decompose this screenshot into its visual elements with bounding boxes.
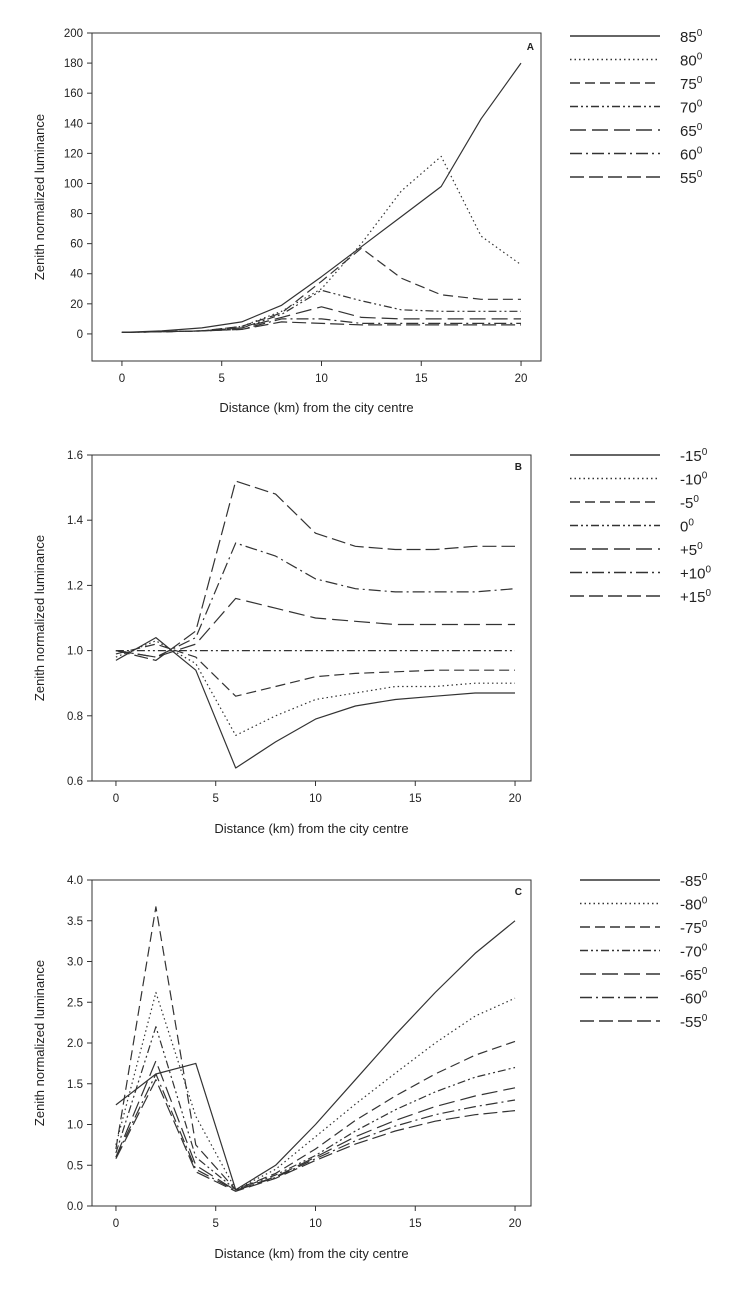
panel-c-chart: 0.0 0.5 1.0 1.5 2.0 2.5 3.0 3.5 4.0 0 5 10 15 20 Dista… (32, 872, 708, 1261)
y-tick-label: 3.0 (67, 957, 83, 969)
x-tick-label: 10 (315, 373, 328, 385)
legend-label: -650 (680, 966, 708, 984)
y-tick-label: 4.0 (67, 875, 83, 887)
y-tick-label: 1.6 (67, 450, 83, 462)
x-axis-label: Distance (km) from the city centre (219, 400, 413, 415)
series-line (115, 991, 516, 1191)
y-tick-label: 200 (64, 28, 83, 40)
y-tick-label: 100 (64, 178, 83, 190)
legend-label: 00 (680, 518, 694, 536)
series-line (121, 318, 521, 333)
x-tick-label: 20 (515, 373, 528, 385)
panel-letter: C (515, 887, 522, 898)
legend-label: +150 (680, 588, 711, 606)
y-tick-label: 60 (70, 239, 83, 251)
y-tick-label: 1.0 (67, 1120, 83, 1132)
legend-label: 700 (680, 99, 703, 117)
series-line (115, 1060, 516, 1192)
y-tick-label: 0 (77, 329, 83, 341)
series-line (115, 597, 515, 658)
y-tick-label: 1.2 (67, 580, 83, 592)
plot-frame (91, 32, 542, 362)
series-line (121, 306, 521, 333)
panel-letter: B (515, 462, 522, 473)
x-tick-label: 5 (219, 373, 225, 385)
x-tick-label: 15 (409, 793, 422, 805)
y-tick-label: 2.5 (67, 997, 83, 1009)
legend-label: -50 (680, 494, 699, 512)
x-tick-label: 0 (119, 373, 125, 385)
x-tick-label: 20 (509, 1218, 522, 1230)
series-line (115, 1079, 516, 1192)
y-axis-label: Zenith normalized luminance (32, 114, 47, 280)
series-line (115, 640, 515, 737)
series-line (115, 1026, 516, 1191)
series-line (115, 480, 515, 662)
y-tick-label: 3.5 (67, 916, 83, 928)
legend-label: -850 (680, 872, 708, 890)
y-axis-label: Zenith normalized luminance (32, 960, 47, 1126)
series-line (115, 906, 516, 1191)
legend-label: -550 (680, 1013, 708, 1031)
y-tick-label: 1.0 (67, 646, 83, 658)
x-tick-label: 0 (113, 793, 119, 805)
panel-b-chart: 0.6 0.8 1.0 1.2 1.4 1.6 0 5 10 15 20 Distance (km) … (32, 447, 711, 836)
y-tick-label: 20 (70, 299, 83, 311)
x-tick-label: 10 (309, 1218, 322, 1230)
y-tick-label: 0.0 (67, 1201, 83, 1213)
panel-letter: A (527, 42, 534, 53)
legend-label: +100 (680, 565, 711, 583)
legend-label: 800 (680, 52, 703, 70)
panel-a-chart: 0 20 40 60 80 100 120 140 160 180 200 0 5 10 15 20 Dista… (32, 28, 703, 415)
x-tick-label: 5 (213, 1218, 219, 1230)
legend-label: 750 (680, 75, 703, 93)
legend-label: -700 (680, 943, 708, 961)
y-tick-label: 160 (64, 88, 83, 100)
x-tick-label: 20 (509, 793, 522, 805)
legend-label: -750 (680, 919, 708, 937)
y-tick-label: 80 (70, 209, 83, 221)
y-tick-label: 2.0 (67, 1038, 83, 1050)
x-tick-label: 10 (309, 793, 322, 805)
legend-label: 550 (680, 169, 703, 187)
y-tick-label: 40 (70, 269, 83, 281)
series-line (121, 155, 522, 333)
x-tick-label: 15 (415, 373, 428, 385)
y-tick-label: 0.5 (67, 1160, 83, 1172)
plot-frame (91, 454, 532, 782)
legend-label: +50 (680, 541, 703, 559)
y-tick-label: 0.6 (67, 776, 83, 788)
series-line (115, 542, 516, 658)
legend-label: -100 (680, 471, 708, 489)
series-line (115, 1073, 516, 1192)
legend-label: 600 (680, 146, 703, 164)
x-axis-label: Distance (km) from the city centre (214, 821, 408, 836)
series-line (121, 321, 521, 333)
series-line (115, 643, 515, 697)
series-line (121, 247, 521, 333)
y-tick-label: 1.4 (67, 515, 84, 527)
legend-label: -150 (680, 447, 708, 465)
legend-label: -600 (680, 990, 708, 1008)
y-tick-label: 140 (64, 118, 83, 130)
legend-label: -800 (680, 896, 708, 914)
y-tick-label: 180 (64, 58, 83, 70)
series-line (121, 62, 522, 333)
x-tick-label: 0 (113, 1218, 119, 1230)
legend-label: 650 (680, 122, 703, 140)
y-axis-label: Zenith normalized luminance (32, 535, 47, 701)
x-axis-label: Distance (km) from the city centre (214, 1246, 408, 1261)
series-line (115, 636, 515, 769)
y-tick-label: 1.5 (67, 1079, 83, 1091)
legend-label: 850 (680, 28, 703, 46)
y-tick-label: 120 (64, 148, 83, 160)
x-tick-label: 5 (213, 793, 219, 805)
y-tick-label: 0.8 (67, 711, 83, 723)
x-tick-label: 15 (409, 1218, 422, 1230)
